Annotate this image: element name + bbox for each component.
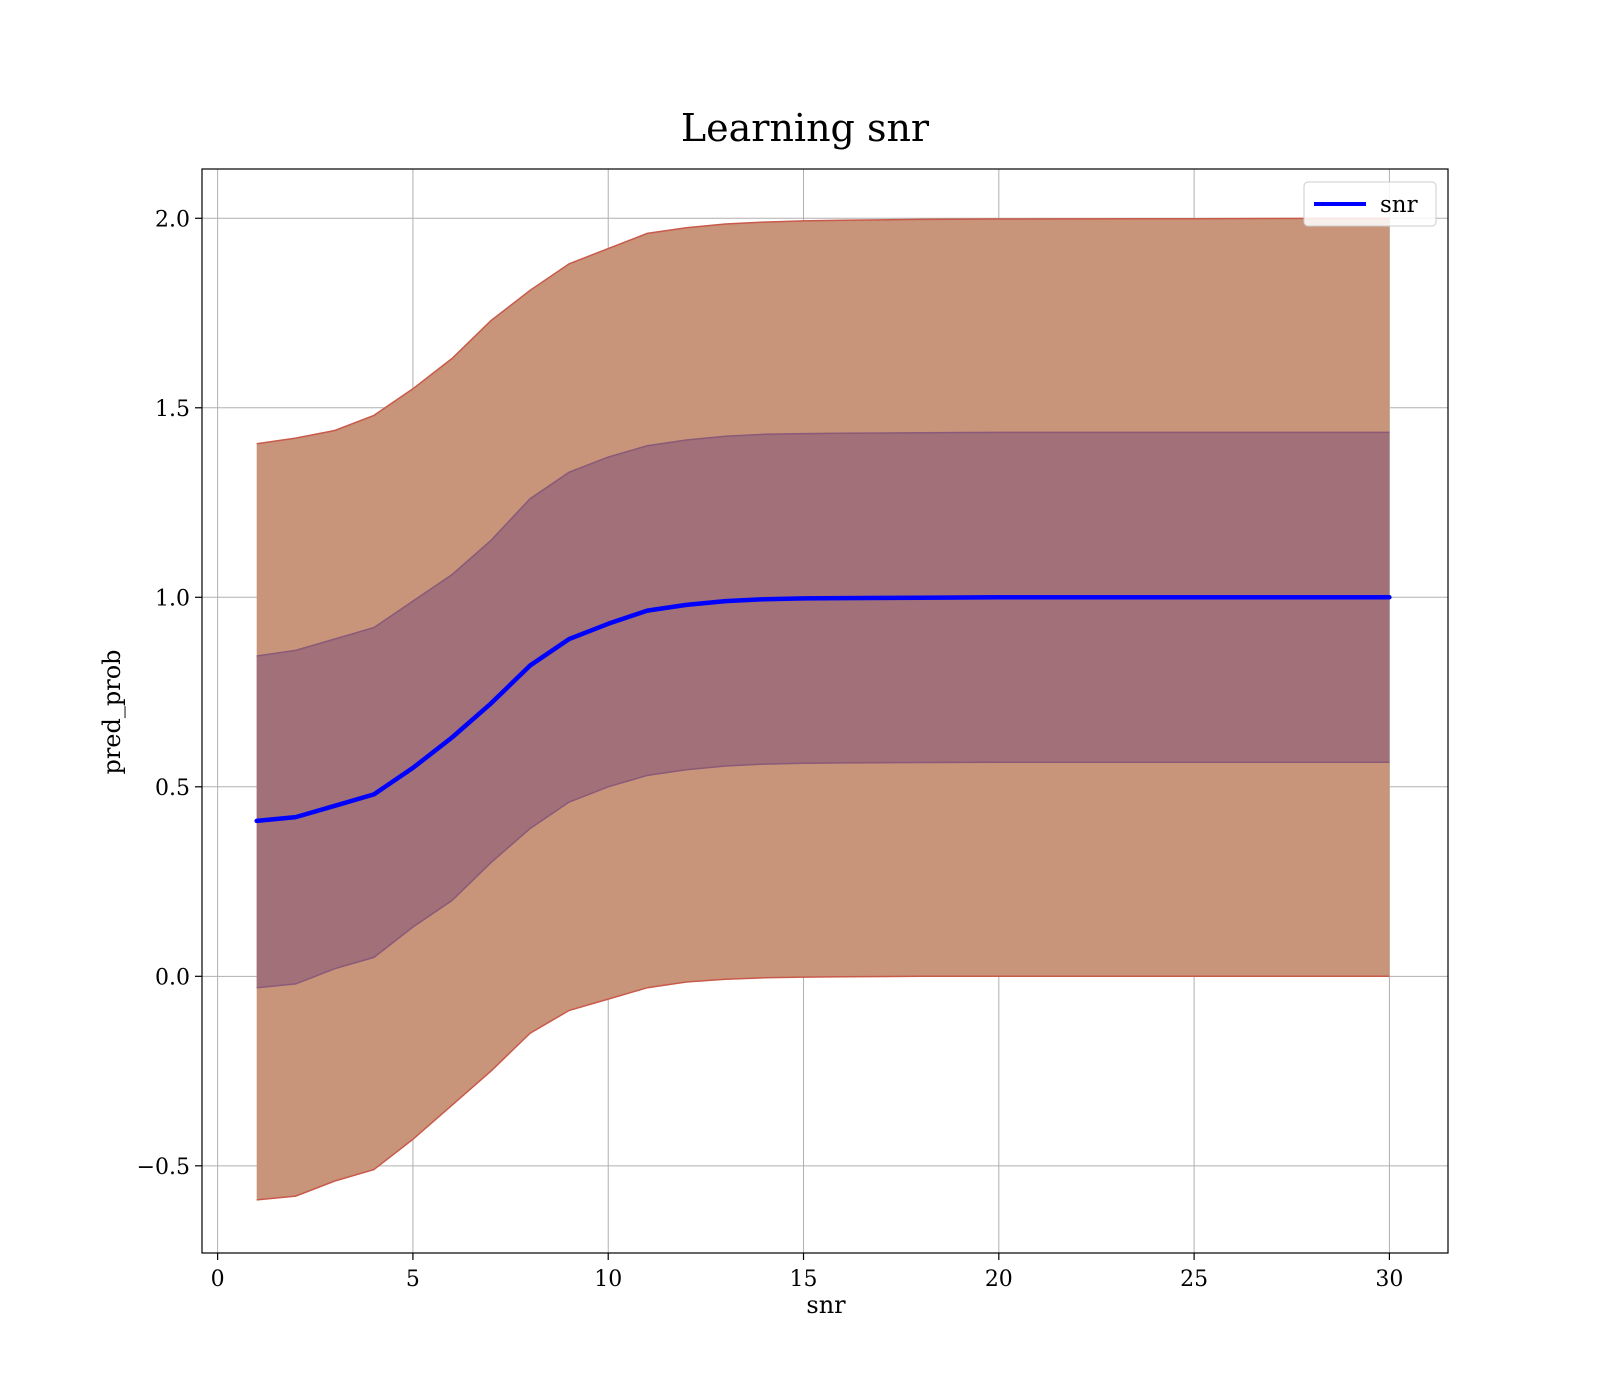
y-axis-label: pred_prob [98, 649, 126, 774]
x-tick-label: 0 [211, 1267, 225, 1292]
inner-band-lower-edge [256, 761, 1390, 989]
y-tick-label: 2.0 [155, 207, 190, 232]
outer-band-lower-edge [256, 975, 1390, 1201]
x-tick-label: 20 [985, 1267, 1013, 1292]
legend: snr [1303, 181, 1437, 227]
chart-title: Learning snr [681, 106, 930, 150]
y-tick-label: 1.0 [155, 586, 190, 611]
y-tick-label: 0.0 [155, 965, 190, 990]
x-tick-label: 15 [790, 1267, 818, 1292]
legend-box [1303, 181, 1437, 227]
series-lines [254, 595, 1392, 824]
x-tick-label: 30 [1375, 1267, 1403, 1292]
legend-label: snr [1380, 192, 1418, 218]
bands [256, 217, 1390, 1201]
y-tick-label: 0.5 [155, 776, 190, 801]
y-tick-label: −0.5 [137, 1155, 190, 1180]
snr-line [254, 595, 1392, 824]
ticks: 0 5 10 15 20 25 30 −0.5 0.0 0.5 1.0 1.5 2.0 [137, 207, 1404, 1292]
y-tick-label: 1.5 [155, 397, 190, 422]
x-axis-label: snr [806, 1291, 846, 1319]
plot-frame [201, 168, 1449, 1254]
x-tick-label: 10 [594, 1267, 622, 1292]
outer-band-upper-edge [256, 217, 1390, 445]
inner-band-upper-edge [256, 431, 1390, 657]
x-tick-label: 25 [1180, 1267, 1208, 1292]
inner-band [256, 432, 1390, 988]
x-tick-label: 5 [406, 1267, 420, 1292]
